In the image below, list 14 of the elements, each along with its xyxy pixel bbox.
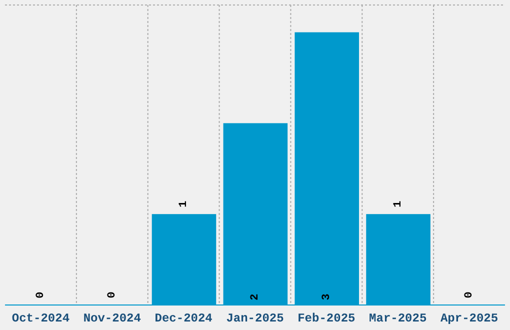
x-tick-label: Nov-2024 <box>83 312 141 326</box>
data-label: 3 <box>320 293 333 300</box>
data-label: 2 <box>249 294 262 300</box>
x-tick-label: Mar-2025 <box>369 312 427 326</box>
x-tick-label: Dec-2024 <box>154 312 212 326</box>
data-label: 0 <box>464 292 476 298</box>
x-tick-label: Apr-2025 <box>440 312 498 326</box>
x-tick-label: Oct-2024 <box>12 312 70 326</box>
x-tick-label: Feb-2025 <box>298 312 356 326</box>
data-label: 1 <box>178 200 190 208</box>
data-label: 1 <box>392 200 404 208</box>
data-label: 0 <box>35 292 48 298</box>
x-tick-label: Jan-2025 <box>226 312 284 326</box>
data-label: 0 <box>106 292 119 298</box>
